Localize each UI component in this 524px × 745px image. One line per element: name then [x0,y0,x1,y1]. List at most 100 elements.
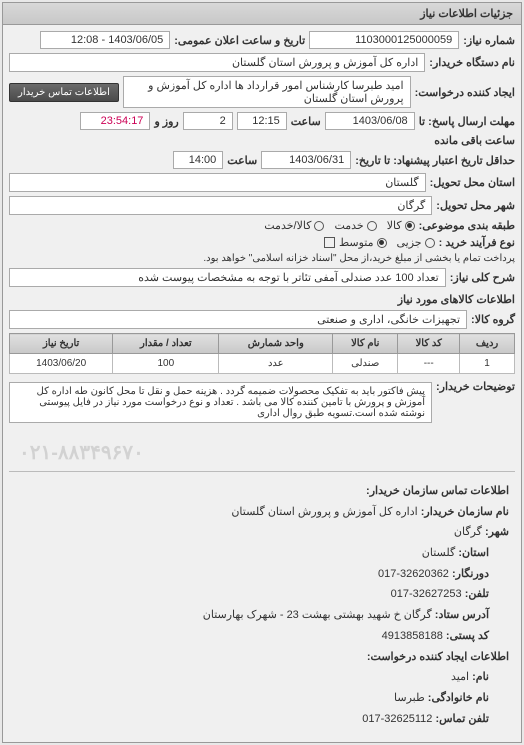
contact-address: گرگان خ شهید بهشتی بهشت 23 - شهرک بهارست… [203,609,432,621]
col-name: نام کالا [333,334,398,354]
contact-city: گرگان [454,526,482,538]
contact-postal-label: کد پستی: [446,630,489,642]
valid-time-field: 14:00 [173,151,223,169]
contact-city-label: شهر: [485,526,509,538]
row-deadline: مهلت ارسال پاسخ: تا 1403/06/08 ساعت 12:1… [9,112,515,147]
province-field: گلستان [9,173,426,192]
contact-org-row: نام سازمان خریدار: اداره کل آموزش و پرور… [15,503,509,522]
contact-phone: 32627253-017 [391,588,462,600]
contact-org: اداره کل آموزش و پرورش استان گلستان [231,506,417,518]
creator-field: امید طبرسا کارشناس امور قرارداد ها اداره… [123,76,411,108]
creator-name: امید [451,671,469,683]
contact-province-label: استان: [458,547,489,559]
radio-medium-label: متوسط [339,236,374,249]
contact-address-row: آدرس ستاد: گرگان خ شهید بهشتی بهشت 23 - … [15,606,509,625]
pub-date-field: 1403/06/05 - 12:08 [40,31,170,49]
contact-address-label: آدرس ستاد: [435,609,489,621]
col-unit: واحد شمارش [219,334,333,354]
remain-label: ساعت باقی مانده [434,134,515,147]
row-process: نوع فرآیند خرید : جزیی متوسط پرداخت تمام… [9,236,515,264]
col-code: کد کالا [398,334,460,354]
radio-dot-icon [367,221,377,231]
process-radio-group: جزیی متوسط [339,236,435,249]
radio-medium[interactable]: متوسط [339,236,387,249]
buyer-notes-label: توضیحات خریدار: [436,380,515,393]
valid-time-label: ساعت [227,154,257,167]
remain-days-label: روز و [154,115,178,128]
watermark-phone: ۰۲۱-۸۸۳۴۹۶۷۰ [19,440,144,465]
treasury-checkbox[interactable] [324,237,335,248]
org-label: نام دستگاه خریدار: [429,56,515,69]
creator-phone: 32625112-017 [362,713,432,725]
subject-field: تعداد 100 عدد صندلی آمفی تئاتر با توجه ب… [9,268,446,287]
contact-org-label: نام سازمان خریدار: [421,506,509,518]
deadline-label: مهلت ارسال پاسخ: تا [419,115,515,128]
process-label: نوع فرآیند خرید : [439,236,515,249]
cell-qty: 100 [113,354,219,374]
radio-partial-label: جزیی [397,236,422,249]
radio-goods-label: کالا [387,219,402,232]
contact-fax-row: دورنگار: 32620362-017 [15,565,509,584]
process-note: پرداخت تمام یا بخشی از مبلغ خرید،از محل … [203,253,515,264]
radio-dot-icon [314,221,324,231]
province-label: استان محل تحویل: [430,176,515,189]
deadline-date-field: 1403/06/08 [325,112,415,130]
contact-province-row: استان: گلستان [15,544,509,563]
city-label: شهر محل تحویل: [436,199,515,212]
goods-table: ردیف کد کالا نام کالا واحد شمارش تعداد /… [9,333,515,374]
row-org: نام دستگاه خریدار: اداره کل آموزش و پرور… [9,53,515,72]
contact-header: اطلاعات تماس سازمان خریدار: [15,482,509,501]
cell-index: 1 [460,354,515,374]
deadline-time-field: 12:15 [237,112,287,130]
valid-label: حداقل تاریخ اعتبار پیشنهاد: تا تاریخ: [355,154,515,167]
radio-both-label: کالا/خدمت [264,219,311,232]
deadline-time-label: ساعت [291,115,321,128]
creator-name-row: نام: امید [15,668,509,687]
row-goods-group: گروه کالا: تجهیزات خانگی، اداری و صنعتی [9,310,515,329]
contact-postal: 4913858188 [382,630,443,642]
contact-fax: 32620362-017 [378,568,449,580]
cell-code: --- [398,354,460,374]
radio-dot-icon [377,238,387,248]
contact-phone-row: تلفن: 32627253-017 [15,585,509,604]
radio-dot-icon [425,238,435,248]
radio-partial[interactable]: جزیی [397,236,435,249]
table-header-row: ردیف کد کالا نام کالا واحد شمارش تعداد /… [10,334,515,354]
watermark-area: ۰۲۱-۸۸۳۴۹۶۷۰ [9,427,515,467]
radio-service[interactable]: خدمت [334,219,376,232]
cell-unit: عدد [219,354,333,374]
pub-date-label: تاریخ و ساعت اعلان عمومی: [174,34,305,47]
panel-body: شماره نیاز: 1103000125000059 تاریخ و ساع… [3,25,521,742]
contact-section: اطلاعات تماس سازمان خریدار: نام سازمان خ… [9,476,515,736]
col-qty: تعداد / مقدار [113,334,219,354]
creator-phone-label: تلفن تماس: [435,713,489,725]
col-date: تاریخ نیاز [10,334,113,354]
buyer-notes-text: پیش فاکتور باید به تفکیک محصولات ضمیمه گ… [9,382,432,423]
radio-both[interactable]: کالا/خدمت [264,219,324,232]
valid-date-field: 1403/06/31 [261,151,351,169]
contact-buyer-button[interactable]: اطلاعات تماس خریدار [9,83,119,102]
table-row: 1 --- صندلی عدد 100 1403/06/20 [10,354,515,374]
col-index: ردیف [460,334,515,354]
req-no-label: شماره نیاز: [463,34,515,47]
row-request-number: شماره نیاز: 1103000125000059 تاریخ و ساع… [9,31,515,49]
row-validity: حداقل تاریخ اعتبار پیشنهاد: تا تاریخ: 14… [9,151,515,169]
creator-header: اطلاعات ایجاد کننده درخواست: [15,648,509,667]
contact-postal-row: کد پستی: 4913858188 [15,627,509,646]
row-subject: شرح کلی نیاز: تعداد 100 عدد صندلی آمفی ت… [9,268,515,287]
row-creator: ایجاد کننده درخواست: امید طبرسا کارشناس … [9,76,515,108]
cell-name: صندلی [333,354,398,374]
row-province: استان محل تحویل: گلستان [9,173,515,192]
contact-fax-label: دورنگار: [452,568,489,580]
creator-name-label: نام: [472,671,489,683]
radio-goods[interactable]: کالا [387,219,415,232]
contact-province: گلستان [422,547,455,559]
details-panel: جزئیات اطلاعات نیاز شماره نیاز: 11030001… [2,2,522,743]
category-radio-group: کالا خدمت کالا/خدمت [264,219,414,232]
creator-lname-row: نام خانوادگی: طبرسا [15,689,509,708]
remain-days-field: 2 [183,112,233,130]
panel-title: جزئیات اطلاعات نیاز [3,3,521,25]
category-label: طبقه بندی موضوعی: [419,219,515,232]
subject-label: شرح کلی نیاز: [450,271,515,284]
org-field: اداره کل آموزش و پرورش استان گلستان [9,53,425,72]
